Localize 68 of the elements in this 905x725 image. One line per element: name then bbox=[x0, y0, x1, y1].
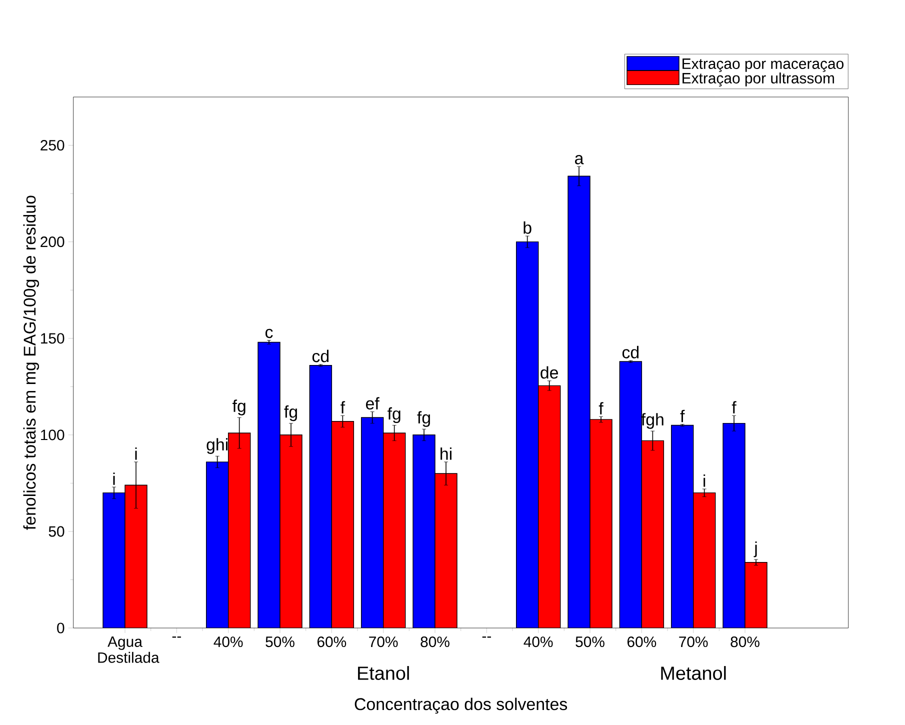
bar bbox=[102, 492, 126, 628]
text: Etanol bbox=[358, 666, 409, 680]
bar bbox=[568, 176, 590, 628]
data-label: ef bbox=[366, 397, 380, 410]
bar bbox=[620, 362, 642, 628]
x-tick-label: 60% bbox=[317, 636, 346, 648]
bar bbox=[124, 484, 148, 628]
bar bbox=[206, 462, 229, 628]
x-tick-label: 60% bbox=[627, 636, 656, 648]
x-axis-title: Concentraçao dos solventes bbox=[354, 698, 568, 714]
y-tick-label: 150 bbox=[41, 333, 64, 344]
data-label: i bbox=[135, 447, 137, 460]
data-label: i bbox=[704, 474, 706, 487]
data-label: i bbox=[113, 472, 115, 485]
x-tick-label: 40% bbox=[214, 636, 243, 648]
bar bbox=[228, 432, 251, 628]
data-label: cd bbox=[312, 350, 329, 362]
data-label: hi bbox=[440, 447, 452, 460]
bar bbox=[671, 425, 694, 628]
bar bbox=[309, 365, 332, 628]
y-tick-label: 100 bbox=[41, 430, 64, 440]
bar bbox=[412, 434, 436, 628]
x-tick-label: Agua Destilada bbox=[98, 636, 160, 663]
bar bbox=[693, 492, 716, 628]
bar bbox=[538, 386, 560, 628]
bar bbox=[744, 562, 768, 628]
data-label: f bbox=[680, 410, 685, 422]
x-tick-label: -- bbox=[482, 636, 491, 638]
data-label: j bbox=[754, 541, 757, 558]
legend-label: Extraçao por maceraçao bbox=[682, 58, 844, 72]
x-tick-label: 50% bbox=[576, 636, 604, 648]
data-label: f bbox=[732, 401, 736, 414]
bar bbox=[590, 419, 612, 628]
text: Metanol bbox=[661, 666, 726, 680]
legend-label: Extraçao por ultrassom bbox=[682, 72, 834, 87]
bar bbox=[434, 473, 458, 628]
x-tick-label: 70% bbox=[369, 636, 398, 648]
data-label: de bbox=[540, 366, 558, 379]
data-label: fg bbox=[284, 405, 297, 422]
data-label: ghi bbox=[206, 438, 228, 454]
y-tick-label: 250 bbox=[40, 140, 64, 151]
x-tick-label: 50% bbox=[266, 636, 294, 648]
data-label: b bbox=[524, 221, 532, 234]
bar bbox=[516, 242, 538, 628]
y-tick-label: 200 bbox=[40, 236, 64, 248]
data-label: fg bbox=[232, 400, 246, 416]
y-axis-title: fenolicos totais em mg EAG/100g de residuo bbox=[23, 196, 40, 530]
bar bbox=[331, 421, 354, 628]
y-tick-label: 50 bbox=[48, 526, 64, 537]
bar bbox=[258, 342, 280, 628]
data-label: f bbox=[598, 402, 604, 414]
x-tick-label: 70% bbox=[679, 636, 708, 648]
data-label: fg bbox=[417, 411, 430, 427]
data-label: a bbox=[575, 155, 584, 164]
data-label: f bbox=[340, 401, 346, 414]
y-tick-label: 0 bbox=[57, 622, 64, 634]
data-label: fg bbox=[388, 407, 400, 424]
x-tick-label: -- bbox=[172, 636, 181, 638]
x-tick-label: 80% bbox=[730, 636, 760, 648]
data-label: c bbox=[265, 328, 273, 338]
bar bbox=[360, 417, 384, 628]
x-tick-label: 40% bbox=[524, 636, 553, 648]
bar bbox=[280, 434, 302, 628]
data-label: cd bbox=[622, 346, 639, 358]
bar bbox=[642, 440, 664, 628]
bar bbox=[722, 422, 746, 628]
x-tick-label: 80% bbox=[420, 636, 450, 648]
bar bbox=[382, 432, 406, 628]
